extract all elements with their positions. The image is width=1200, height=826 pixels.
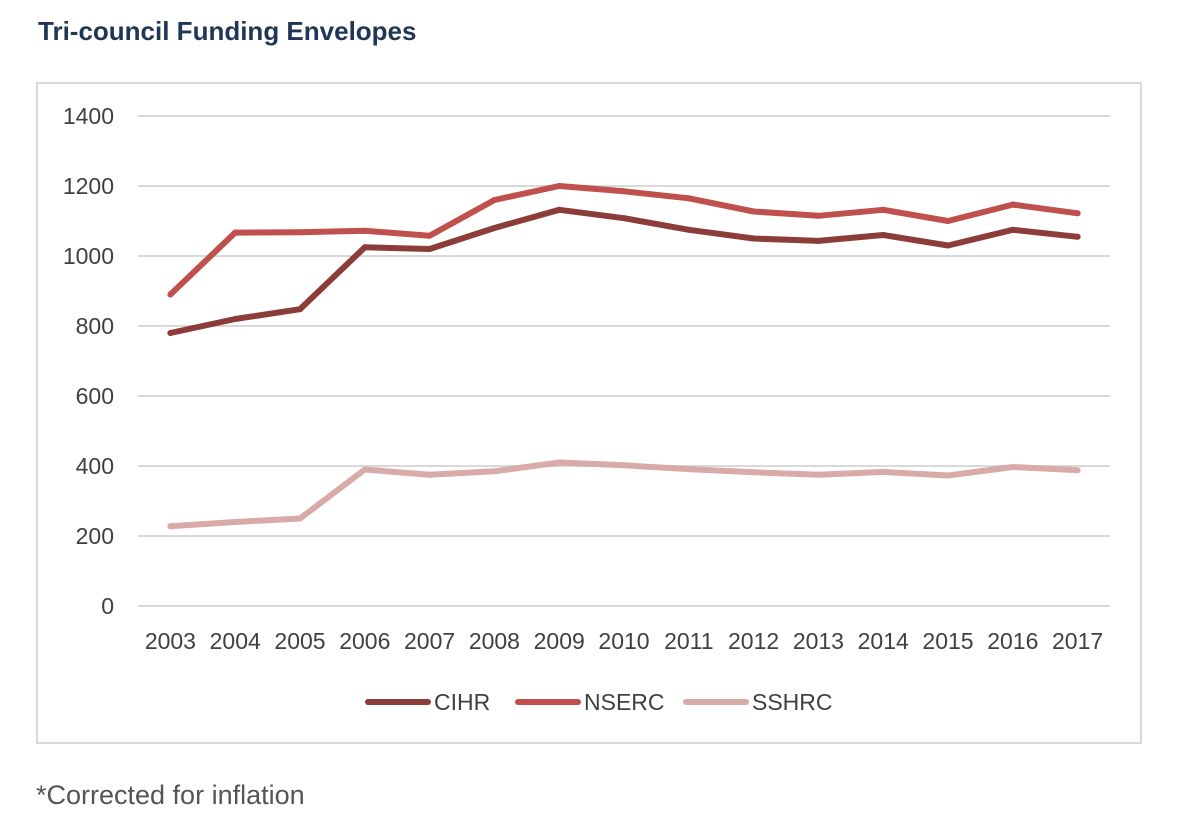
- y-axis-ticks: 0 200 400 600 800 1000 1200 1400: [63, 103, 114, 619]
- data-point-nserc: [556, 183, 563, 189]
- data-point-nserc: [621, 188, 627, 195]
- data-point-sshrc: [815, 471, 822, 478]
- data-point-sshrc: [1074, 467, 1081, 474]
- x-axis-ticks: 2003 2004 2005 2006 2007 2008 2009 2010 2011 2012…: [145, 628, 1103, 654]
- chart-frame: 0 200 400 600 800 1000 1200 1400 2003 2004 2005 20…: [36, 82, 1142, 744]
- data-point-cihr: [685, 226, 692, 233]
- data-point-sshrc: [621, 462, 627, 469]
- page-title: Tri-council Funding Envelopes: [38, 16, 417, 46]
- y-tick-label: 1400: [63, 103, 114, 129]
- data-point-nserc: [232, 229, 239, 236]
- data-point-sshrc: [426, 471, 433, 478]
- legend-label: NSERC: [584, 689, 665, 715]
- data-point-nserc: [685, 195, 692, 202]
- x-tick-label: 2013: [793, 628, 844, 654]
- data-point-cihr: [880, 232, 887, 238]
- x-tick-label: 2016: [987, 628, 1038, 654]
- x-tick-label: 2017: [1052, 628, 1103, 654]
- data-point-sshrc: [685, 466, 692, 473]
- data-point-sshrc: [167, 523, 174, 530]
- data-point-nserc: [426, 232, 433, 239]
- data-point-cihr: [232, 316, 239, 322]
- x-tick-label: 2005: [274, 628, 325, 654]
- x-tick-label: 2006: [339, 628, 390, 654]
- data-point-cihr: [297, 306, 303, 313]
- data-point-nserc: [750, 208, 757, 215]
- y-tick-label: 1200: [63, 173, 114, 199]
- data-point-sshrc: [361, 466, 368, 473]
- data-point-nserc: [491, 197, 498, 203]
- data-point-nserc: [1074, 210, 1081, 217]
- data-point-cihr: [491, 225, 498, 231]
- data-point-nserc: [361, 227, 368, 234]
- x-tick-label: 2009: [534, 628, 585, 654]
- data-point-sshrc: [945, 472, 951, 479]
- y-tick-label: 0: [101, 593, 114, 619]
- data-point-sshrc: [556, 459, 563, 466]
- x-tick-label: 2004: [210, 628, 261, 654]
- data-point-nserc: [1009, 201, 1016, 208]
- data-point-nserc: [167, 291, 174, 298]
- data-point-cihr: [1009, 226, 1016, 233]
- data-point-cihr: [426, 246, 433, 252]
- data-point-nserc: [880, 206, 887, 213]
- x-tick-label: 2003: [145, 628, 196, 654]
- legend-item-cihr: CIHR: [365, 689, 490, 715]
- data-point-cihr: [361, 244, 368, 251]
- data-point-sshrc: [297, 515, 303, 522]
- legend-label: SSHRC: [752, 689, 833, 715]
- x-tick-label: 2007: [404, 628, 455, 654]
- x-tick-label: 2015: [922, 628, 973, 654]
- y-tick-label: 600: [76, 383, 114, 409]
- legend-label: CIHR: [434, 689, 490, 715]
- x-tick-label: 2008: [469, 628, 520, 654]
- data-point-sshrc: [1009, 464, 1016, 471]
- x-tick-label: 2012: [728, 628, 779, 654]
- y-tick-label: 400: [76, 453, 114, 479]
- x-tick-label: 2010: [598, 628, 649, 654]
- data-point-nserc: [945, 218, 951, 224]
- data-point-sshrc: [491, 468, 498, 475]
- data-point-cihr: [1074, 233, 1081, 240]
- data-point-sshrc: [750, 469, 757, 476]
- data-point-cihr: [621, 215, 627, 222]
- data-point-nserc: [815, 212, 822, 219]
- data-point-cihr: [815, 237, 822, 244]
- data-point-cihr: [556, 206, 563, 213]
- data-point-cihr: [167, 330, 174, 336]
- x-tick-label: 2011: [664, 628, 713, 654]
- series-line-cihr: [167, 206, 1081, 336]
- series-line-nserc: [167, 183, 1081, 298]
- data-point-cihr: [750, 235, 757, 242]
- data-point-nserc: [297, 229, 303, 236]
- y-tick-label: 800: [76, 313, 114, 339]
- legend-item-sshrc: SSHRC: [683, 689, 833, 715]
- y-tick-label: 200: [76, 523, 114, 549]
- data-point-sshrc: [232, 519, 239, 525]
- data-point-cihr: [945, 242, 951, 249]
- series-line-sshrc: [167, 459, 1081, 530]
- series-lines: [167, 183, 1081, 530]
- footnote: *Corrected for inflation: [36, 780, 305, 810]
- legend: CIHR NSERC SSHRC: [365, 689, 833, 715]
- y-tick-label: 1000: [63, 243, 114, 269]
- data-point-sshrc: [880, 468, 887, 475]
- x-tick-label: 2014: [858, 628, 909, 654]
- legend-item-nserc: NSERC: [515, 689, 665, 715]
